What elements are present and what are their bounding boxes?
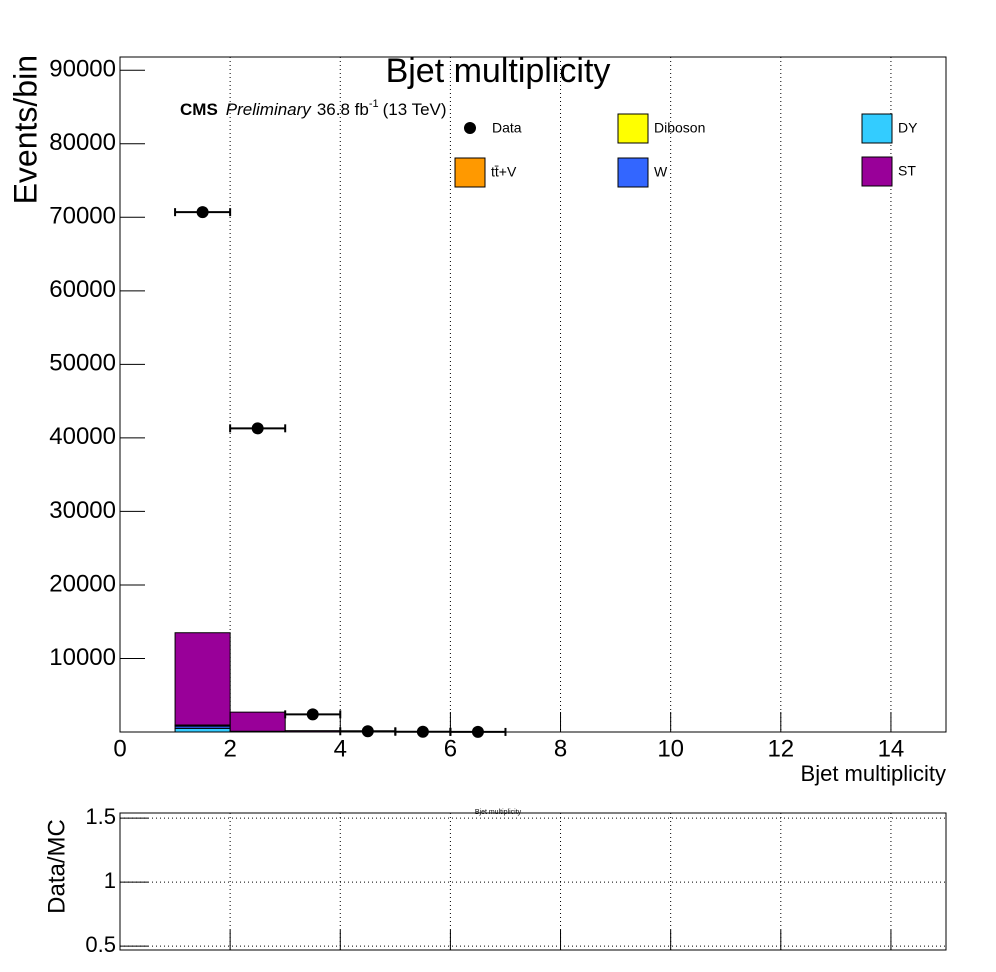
annotation: -1	[369, 98, 379, 110]
histogram-bar	[174, 727, 231, 733]
legend-marker	[464, 122, 476, 134]
x-axis-title: Bjet multiplicity	[801, 761, 946, 786]
y-axis-title: Events/bin	[7, 55, 43, 204]
legend-swatch	[454, 157, 486, 188]
y-tick-label: 70000	[49, 203, 116, 230]
legend-label: Data	[492, 120, 522, 136]
x-tick-label: 6	[444, 735, 457, 762]
x-tick-label: 14	[878, 735, 905, 762]
x-tick-label: 2	[223, 735, 236, 762]
histogram-bar	[174, 632, 231, 726]
y-tick-label: 30000	[49, 497, 116, 524]
plot-frame	[119, 812, 947, 951]
y-tick-label: 40000	[49, 423, 116, 450]
legend-label: DY	[898, 120, 918, 136]
chart-title: Bjet multiplicity	[386, 52, 611, 90]
y-tick-label: 1	[104, 868, 116, 893]
pad-title: Bjet multiplicity	[475, 809, 522, 816]
y-tick-label: 20000	[49, 570, 116, 597]
y-tick-label: 80000	[49, 129, 116, 156]
y-tick-label: 0.5	[85, 932, 116, 957]
annotation: 36.8 fb	[317, 100, 369, 119]
x-tick-label: 0	[113, 735, 126, 762]
annotation: (13 TeV)	[383, 100, 447, 119]
y-tick-label: 50000	[49, 350, 116, 377]
y-tick-label: 90000	[49, 56, 116, 83]
legend-swatch	[861, 156, 893, 187]
x-tick-label: 8	[554, 735, 567, 762]
x-tick-label: 4	[334, 735, 347, 762]
y-tick-label: 10000	[49, 644, 116, 671]
y-tick-label: 1.5	[85, 804, 116, 829]
y-tick-label: 60000	[49, 276, 116, 303]
histogram-bar	[229, 711, 286, 732]
data-point	[196, 206, 209, 219]
legend-swatch	[617, 113, 649, 144]
legend-label: W	[654, 164, 668, 180]
x-tick-label: 12	[767, 735, 794, 762]
legend-swatch	[861, 113, 893, 144]
y-axis-title: Data/MC	[43, 819, 70, 914]
legend-swatch	[617, 157, 649, 188]
legend-label: tt̄+V	[491, 164, 517, 180]
data-point	[361, 725, 374, 738]
data-point	[306, 708, 319, 721]
plot-frame	[119, 56, 947, 733]
legend-label: ST	[898, 163, 916, 179]
annotation: Preliminary	[226, 100, 313, 119]
annotation: CMS	[180, 100, 218, 119]
x-tick-label: 10	[657, 735, 684, 762]
legend-label: Diboson	[654, 120, 705, 136]
data-point	[251, 422, 264, 435]
cms-label: CMS Preliminary 36.8 fb-1 (13 TeV)	[180, 98, 447, 120]
